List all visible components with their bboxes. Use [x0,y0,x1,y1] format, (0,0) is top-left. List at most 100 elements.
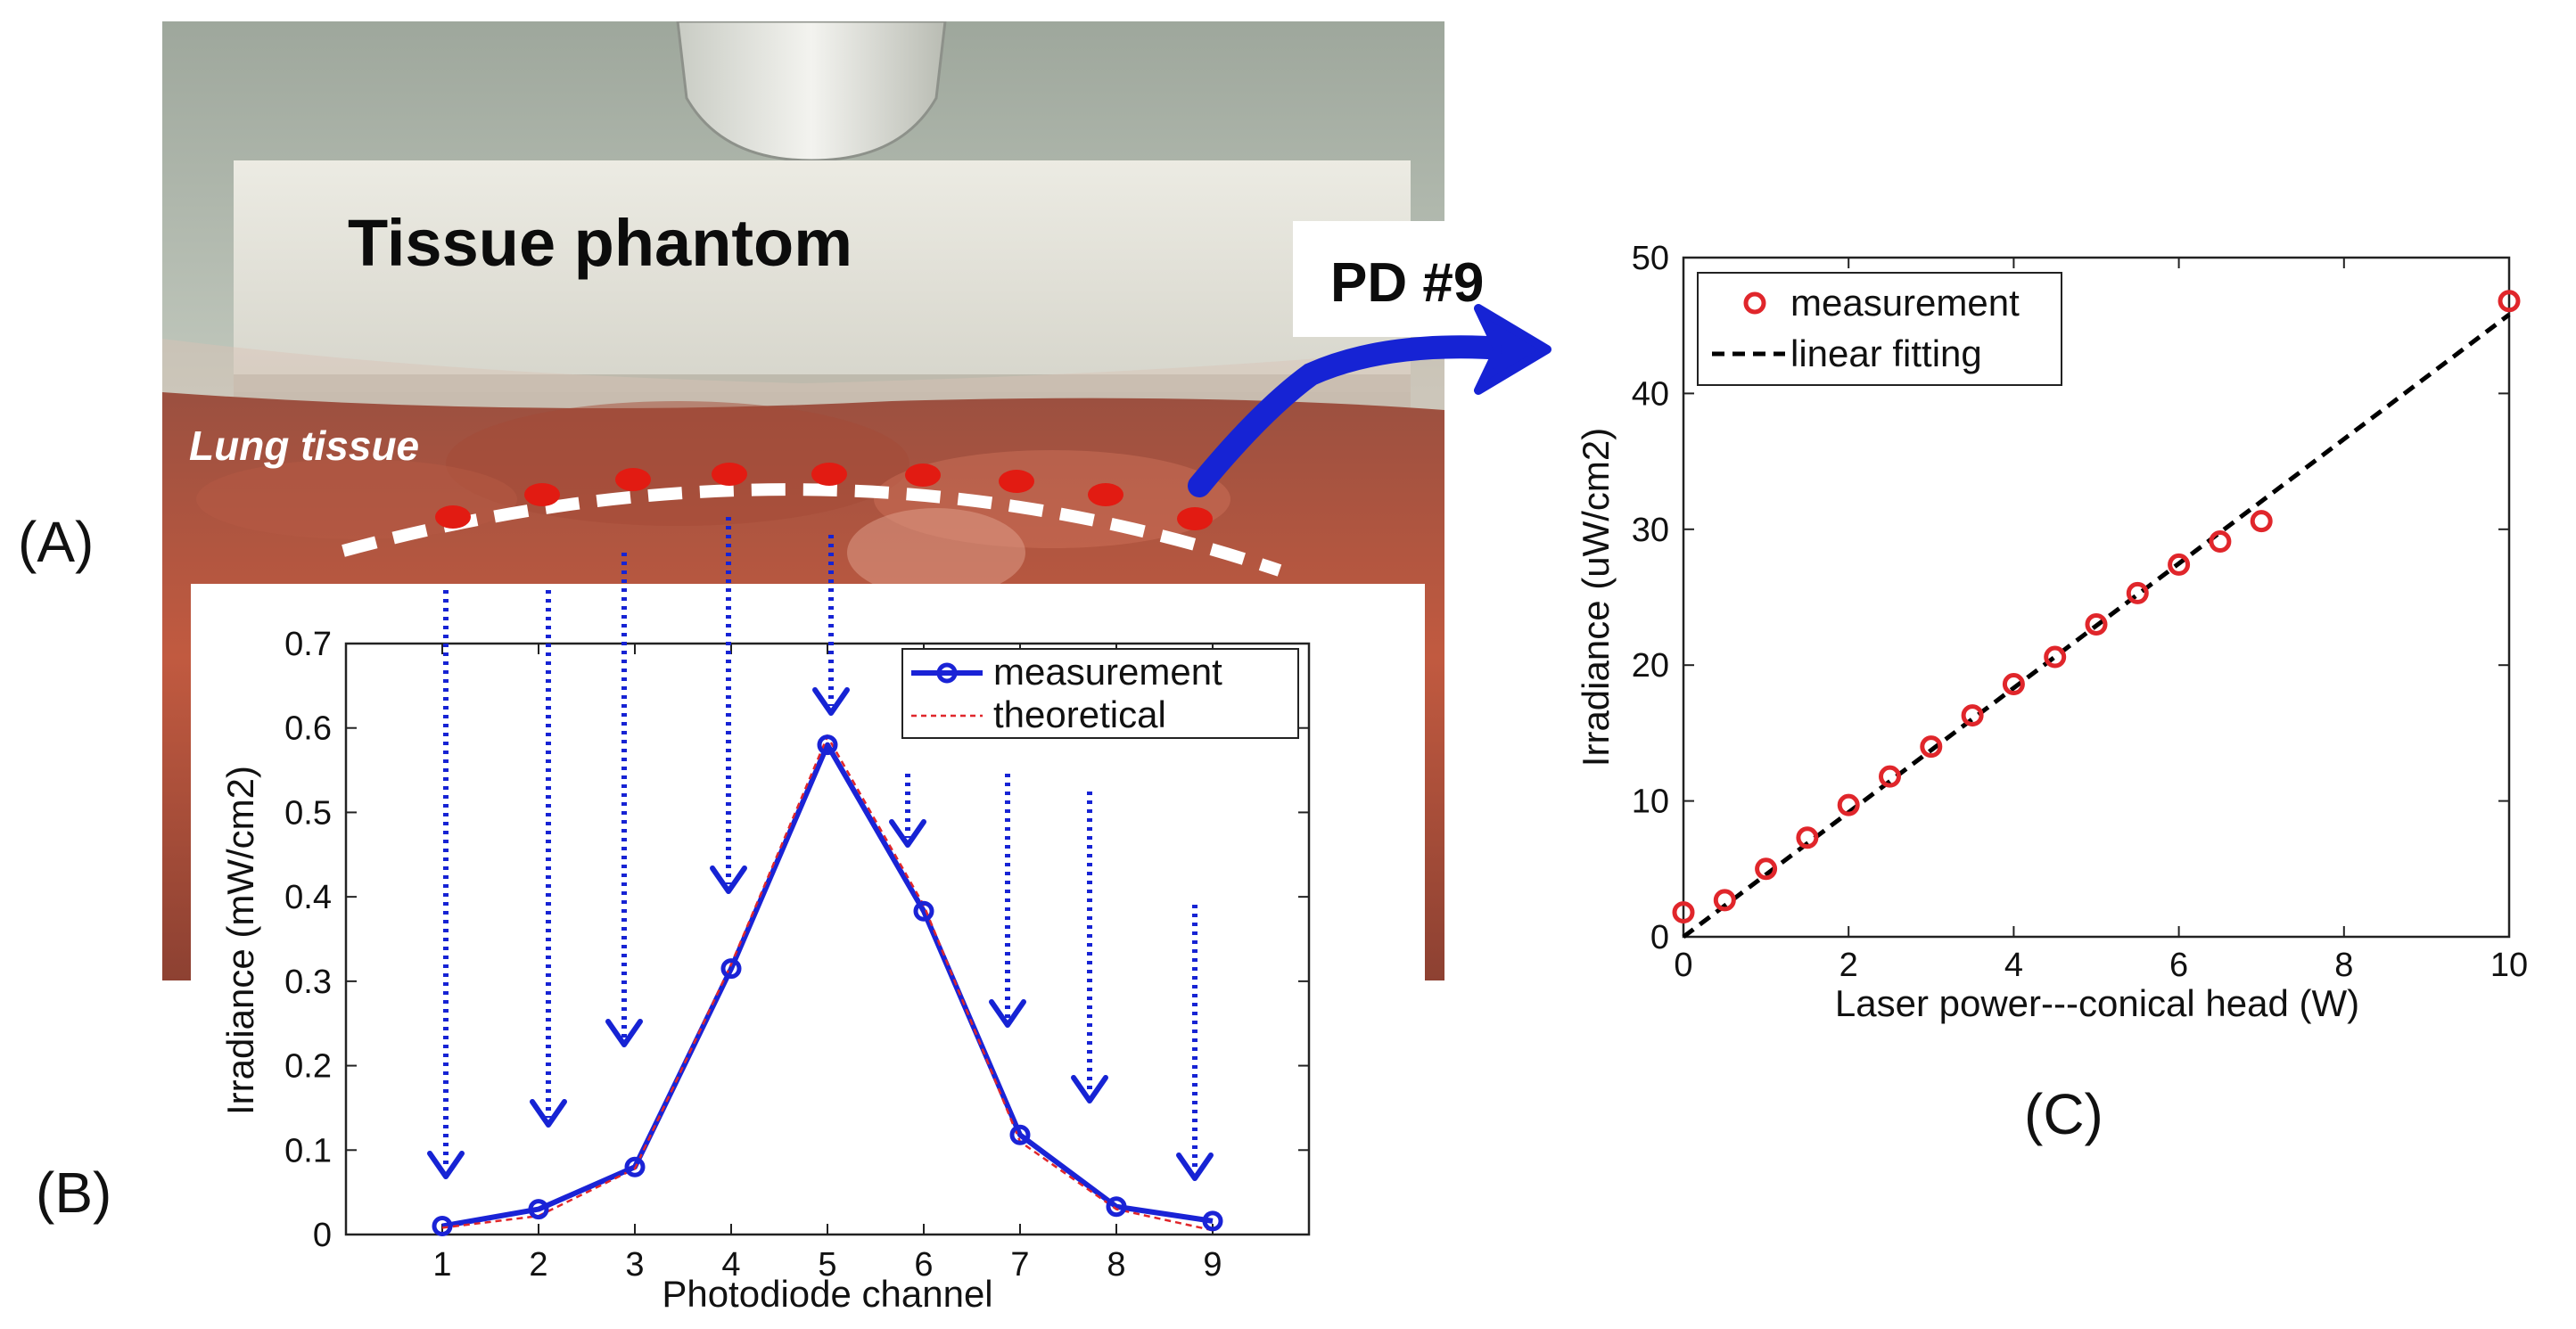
legend-measurement-label: measurement [993,651,1222,693]
chart-b-legend: measurement theoretical [901,648,1299,739]
chart-b-measurement-point [528,1199,549,1220]
chart-b-ytick-label: 0 [313,1217,332,1254]
legend-c-measurement-label: measurement [1790,282,2020,324]
chart-b-ytick-label: 0.4 [284,879,332,916]
chart-b-series [432,734,1223,1237]
chart-c-xlabel: Laser power---conical head (W) [1835,982,2359,1024]
chart-c-xtick-label: 10 [2490,947,2528,984]
chart-c-frame [1682,256,2511,939]
photodiode-dot [905,464,941,487]
chart-b-location-arrowhead [530,1099,567,1128]
chart-b-xtick-label: 6 [914,1246,933,1284]
chart-c-series [1672,290,2521,939]
chart-b-location-arrowhead [710,865,747,894]
chart-b-location-arrowhead [1176,1153,1214,1181]
callout-arrow [1188,335,1527,497]
chart-b-xtick-label: 3 [625,1246,644,1284]
chart-b-measurement-point [913,900,934,922]
chart-c-measurement-point [2126,581,2149,604]
chart-b-ylabel: Irradiance (mW/cm2) [219,766,261,1115]
chart-b-measurement-point [624,1156,646,1177]
chart-c-measurement-point [1837,793,1860,816]
chart-b-xtick-label: 8 [1107,1246,1125,1284]
chart-b-xtick-label: 2 [529,1246,547,1284]
chart-c-ticks: 0 2 4 6 8 10 0 10 20 30 40 50 [1632,240,2528,984]
photodiode-dot [999,470,1034,493]
chart-b-location-arrowhead [812,687,850,716]
chart-b-ytick-label: 0.5 [284,794,332,832]
chart-c-xtick-label: 6 [2169,947,2188,984]
chart-c-ytick-label: 40 [1632,375,1669,413]
chart-c-legend-box [1697,272,2062,386]
photodiode-dot [811,463,847,486]
chart-c-measurement-point [2085,612,2108,636]
chart-b-ticks: 1 2 3 4 5 6 7 8 9 0 0.1 0.2 0.3 0.4 0.5 0.6 0.7 [284,626,1309,1284]
chart-b-ytick-label: 0.2 [284,1048,332,1086]
chart-c-measurement-point [1755,857,1778,881]
sensor-arc [342,483,1282,577]
chart-b-xtick-label: 1 [432,1246,451,1284]
chart-b-xlabel: Photodiode channel [662,1273,992,1315]
chart-c-measurement-point [2250,510,2273,533]
chart-c-measurement-point [1713,889,1736,912]
photodiode-dot [1177,507,1213,530]
tissue-texture [847,508,1025,597]
chart-c-legend: measurement linear fitting [1697,272,2062,386]
chart-c-measurement-point [2209,530,2232,554]
photodiode-dots [435,463,1213,530]
chart-b-location-arrowhead [889,819,926,848]
chart-b-location-arrowhead [989,999,1026,1028]
chart-b-xtick-label: 7 [1010,1246,1029,1284]
photodiode-dot [712,463,747,486]
chart-b-arrows [427,517,1214,1181]
phantom-block [234,160,1411,392]
legend-measurement-marker [936,662,958,684]
chart-c-measurement-point [1879,765,1901,788]
chart-b-legend-box [901,648,1299,739]
chart-b-measurement-point [432,1216,453,1237]
chart-b-location-arrowhead [427,1151,465,1179]
chart-c-xtick-label: 4 [2004,947,2023,984]
chart-c-ytick-label: 0 [1650,919,1669,956]
panel-letter-a: (A) [18,510,94,574]
chart-b-ytick-label: 0.6 [284,710,332,748]
legend-c-measurement-marker [1743,291,1766,315]
photo-title: Tissue phantom [348,206,852,280]
chart-c-measurement-point [2044,645,2067,669]
photodiode-dot [524,483,560,506]
chart-c-measurement-point [1672,901,1695,924]
chart-b-measurement-point [817,734,838,756]
chart-b-xtick-label: 5 [818,1246,836,1284]
tissue-texture [446,401,909,526]
chart-c-xtick-label: 8 [2334,947,2353,984]
chart-b-location-arrowhead [1071,1075,1108,1103]
chart-c-measurement-point [2498,290,2521,313]
chart-c-measurement-point [2002,673,2025,696]
chart-b-measurement-line [441,742,1214,1229]
photodiode-dot [435,505,471,529]
chart-c: 0 2 4 6 8 10 0 10 20 30 40 50 Laser power---conical… [1575,240,2528,1024]
chart-b-ytick-label: 0.3 [284,964,332,1001]
chart-c-measurement-point [2168,553,2191,576]
photodiode-dot [1088,483,1123,506]
chart-b-ytick-label: 0.1 [284,1132,332,1169]
callout-box [1293,221,1498,337]
chart-b-xtick-label: 4 [721,1246,740,1284]
photo-subtitle: Lung tissue [189,422,419,469]
chart-b-ytick-label: 0.7 [284,626,332,663]
chart-c-ytick-label: 50 [1632,240,1669,277]
photodiode-dot [615,468,651,491]
chart-c-fit-line [1682,313,2511,939]
chart-c-measurement-point [1920,735,1943,759]
chart-c-ytick-label: 30 [1632,512,1669,549]
chart-c-measurement-point [1796,826,1819,849]
callout-label: PD #9 [1330,252,1484,314]
panel-letter-b: (B) [36,1161,111,1225]
chart-b-measurement-point [1202,1210,1223,1232]
chart-b-measurement-point [1009,1124,1031,1145]
chart-c-ytick-label: 10 [1632,783,1669,821]
chart-b-xtick-label: 9 [1203,1246,1222,1284]
chart-c-xtick-label: 2 [1839,947,1858,984]
legend-c-fit-label: linear fitting [1790,332,1982,374]
